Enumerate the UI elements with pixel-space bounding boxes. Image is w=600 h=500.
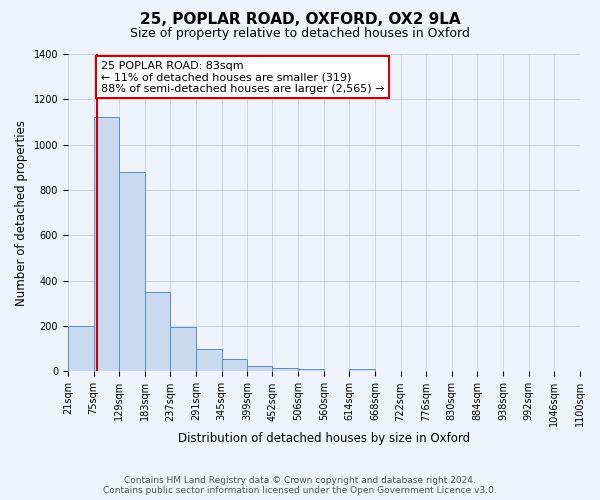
Bar	[145, 292, 170, 372]
Bar	[298, 369, 324, 372]
Bar	[247, 366, 272, 372]
Bar	[68, 326, 94, 372]
Y-axis label: Number of detached properties: Number of detached properties	[15, 120, 28, 306]
Text: Size of property relative to detached houses in Oxford: Size of property relative to detached ho…	[130, 28, 470, 40]
Bar	[221, 359, 247, 372]
Bar	[170, 328, 196, 372]
Text: 25 POPLAR ROAD: 83sqm
← 11% of detached houses are smaller (319)
88% of semi-det: 25 POPLAR ROAD: 83sqm ← 11% of detached …	[101, 61, 384, 94]
Bar	[196, 349, 221, 372]
Text: Contains HM Land Registry data © Crown copyright and database right 2024.
Contai: Contains HM Land Registry data © Crown c…	[103, 476, 497, 495]
Bar	[272, 368, 298, 372]
Bar	[349, 369, 375, 372]
X-axis label: Distribution of detached houses by size in Oxford: Distribution of detached houses by size …	[178, 432, 470, 445]
Text: 25, POPLAR ROAD, OXFORD, OX2 9LA: 25, POPLAR ROAD, OXFORD, OX2 9LA	[140, 12, 460, 28]
Bar	[94, 118, 119, 372]
Bar	[119, 172, 145, 372]
